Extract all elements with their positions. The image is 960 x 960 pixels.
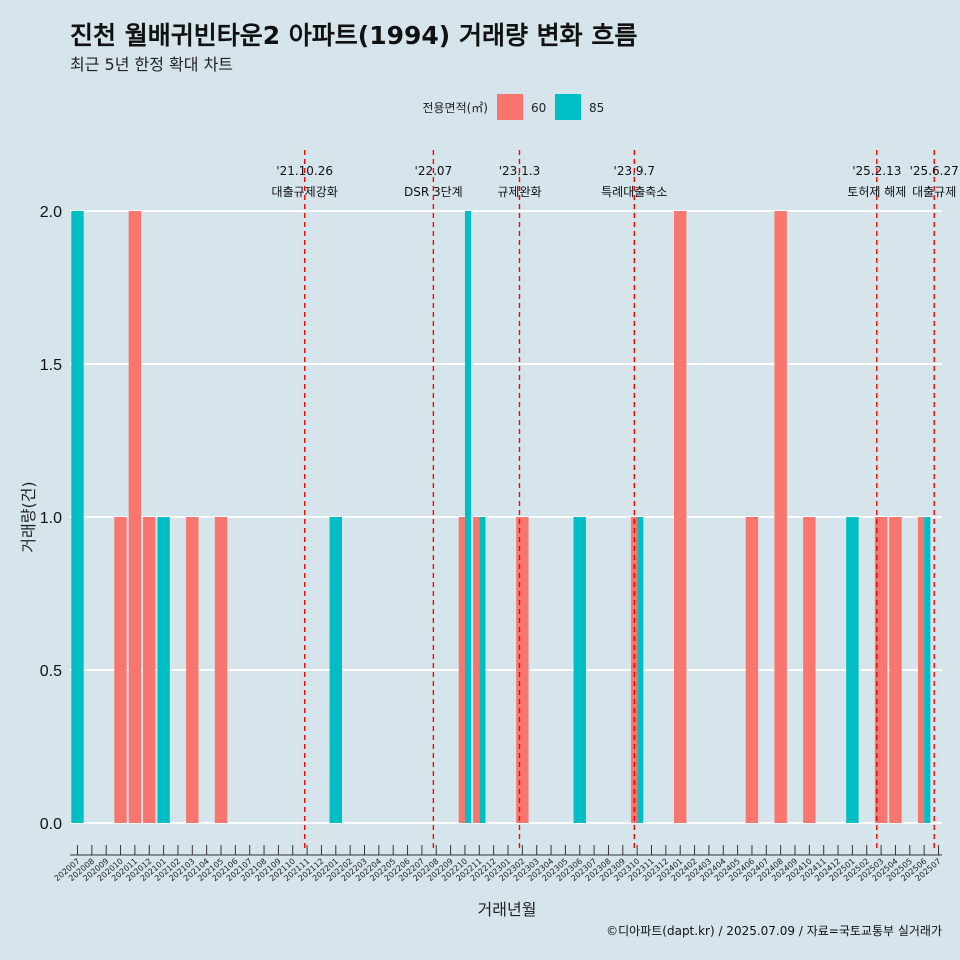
bar-85 [846,517,859,823]
bar-60 [143,517,156,823]
bar-85 [157,517,170,823]
y-tick-label: 0.0 [40,816,62,833]
event-label: 대출규제 [912,185,956,199]
bar-60 [458,517,465,823]
y-tick-label: 2.0 [40,204,62,221]
event-date: '25.2.13 [852,164,901,178]
y-tick-label: 1.5 [40,357,62,374]
bar-60 [516,517,529,823]
bar-85 [924,517,931,823]
event-label: 토허제 해제 [847,185,906,199]
legend-label-85: 85 [589,101,604,115]
bar-85 [329,517,342,823]
y-tick-label: 1.0 [40,510,62,527]
bar-60 [745,517,759,823]
bar-60 [674,211,687,823]
bar-60 [128,211,142,823]
event-date: '22.07 [415,164,453,178]
x-axis: 2020072020082020092020102020112020122021… [53,845,943,883]
bar-60 [114,517,127,823]
bar-60 [214,517,228,823]
y-axis-label: 거래량(건) [19,481,38,552]
bar-60 [630,517,638,823]
legend-swatch-85 [555,94,581,120]
bar-60 [889,517,902,823]
chart-title: 진천 월배귀빈타운2 아파트(1994) 거래량 변화 흐름 [70,21,637,50]
y-axis-ticks: 0.0 0.5 1.0 1.5 2.0 [40,204,62,833]
legend-title: 전용면적(㎡) [422,101,488,115]
bar-85 [71,211,84,823]
chart-subtitle: 최근 5년 한정 확대 차트 [70,55,233,74]
event-label: 대출규제강화 [272,185,338,199]
event-date: '23.1.3 [499,164,540,178]
y-tick-label: 0.5 [40,663,62,680]
caption: ©디아파트(dapt.kr) / 2025.07.09 / 자료=국토교통부 실… [606,924,942,938]
bar-60 [917,517,925,823]
event-date: '23.9.7 [614,164,655,178]
bar-85 [573,517,586,823]
event-label: 특례대출축소 [601,185,667,199]
bar-60 [186,517,199,823]
event-date: '25.6.27 [910,164,959,178]
bar-60 [803,517,816,823]
bars [71,211,931,823]
bar-85 [464,211,472,823]
bar-85 [479,517,486,823]
legend: 전용면적(㎡) 60 85 [422,94,604,120]
bar-60 [874,517,888,823]
bar-60 [473,517,480,823]
event-label: DSR 3단계 [404,185,463,199]
x-axis-label: 거래년월 [478,900,537,919]
legend-swatch-60 [497,94,523,120]
legend-label-60: 60 [531,101,546,115]
event-label: 규제완화 [497,185,541,199]
event-markers: '21.10.26 대출규제강화 '22.07 DSR 3단계 '23.1.3 규제완화 '… [272,150,959,848]
bar-60 [774,211,787,823]
event-date: '21.10.26 [276,164,333,178]
bar-85 [637,517,644,823]
